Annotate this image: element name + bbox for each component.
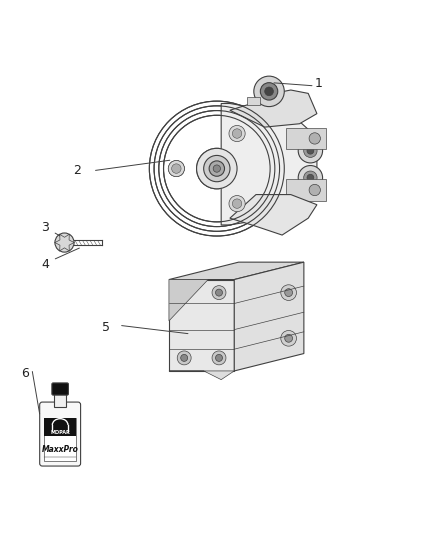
- Text: 2: 2: [74, 164, 81, 177]
- FancyBboxPatch shape: [52, 383, 68, 395]
- Bar: [54, 394, 66, 407]
- Circle shape: [232, 129, 242, 138]
- Circle shape: [307, 174, 314, 181]
- Circle shape: [281, 285, 297, 301]
- Circle shape: [168, 160, 184, 176]
- Circle shape: [229, 196, 245, 212]
- Circle shape: [304, 144, 317, 157]
- Circle shape: [55, 233, 74, 252]
- Text: 6: 6: [21, 367, 29, 379]
- Circle shape: [197, 148, 237, 189]
- Circle shape: [177, 351, 191, 365]
- Circle shape: [229, 196, 245, 212]
- Circle shape: [298, 139, 322, 163]
- Circle shape: [209, 161, 225, 176]
- Circle shape: [229, 125, 245, 142]
- Polygon shape: [230, 90, 317, 127]
- Circle shape: [232, 199, 242, 208]
- Polygon shape: [169, 371, 234, 379]
- Circle shape: [213, 165, 220, 172]
- Circle shape: [212, 286, 226, 300]
- Circle shape: [215, 354, 223, 361]
- Circle shape: [181, 354, 187, 361]
- Circle shape: [281, 330, 297, 346]
- Polygon shape: [234, 262, 304, 371]
- Circle shape: [285, 289, 293, 296]
- Circle shape: [304, 171, 317, 184]
- Circle shape: [309, 184, 321, 196]
- Circle shape: [177, 286, 191, 300]
- Text: 5: 5: [102, 321, 110, 334]
- Polygon shape: [169, 279, 208, 321]
- Text: 3: 3: [41, 221, 49, 234]
- Circle shape: [265, 87, 273, 96]
- Polygon shape: [230, 195, 317, 235]
- Circle shape: [307, 147, 314, 154]
- Polygon shape: [247, 97, 260, 105]
- Bar: [44, 418, 76, 436]
- Circle shape: [209, 161, 225, 176]
- Circle shape: [232, 199, 242, 208]
- Circle shape: [172, 164, 181, 173]
- Text: 1: 1: [315, 77, 323, 90]
- Polygon shape: [169, 279, 234, 371]
- Circle shape: [204, 156, 230, 182]
- Text: 4: 4: [41, 258, 49, 271]
- FancyBboxPatch shape: [40, 402, 81, 466]
- Circle shape: [197, 148, 237, 189]
- Circle shape: [298, 166, 322, 190]
- Circle shape: [309, 133, 321, 144]
- Circle shape: [172, 164, 181, 173]
- Circle shape: [204, 156, 230, 182]
- Text: MaxxPro: MaxxPro: [42, 446, 78, 455]
- Circle shape: [254, 76, 284, 107]
- Polygon shape: [221, 103, 317, 225]
- Circle shape: [181, 289, 187, 296]
- Polygon shape: [286, 127, 325, 149]
- Bar: [44, 418, 76, 461]
- Polygon shape: [169, 262, 304, 279]
- Circle shape: [213, 165, 220, 172]
- Circle shape: [168, 160, 184, 176]
- Circle shape: [215, 289, 223, 296]
- Text: MOPAR: MOPAR: [50, 430, 70, 435]
- Circle shape: [229, 125, 245, 142]
- Circle shape: [232, 129, 242, 138]
- Circle shape: [285, 334, 293, 342]
- Polygon shape: [286, 179, 325, 201]
- Circle shape: [212, 351, 226, 365]
- Circle shape: [260, 83, 278, 100]
